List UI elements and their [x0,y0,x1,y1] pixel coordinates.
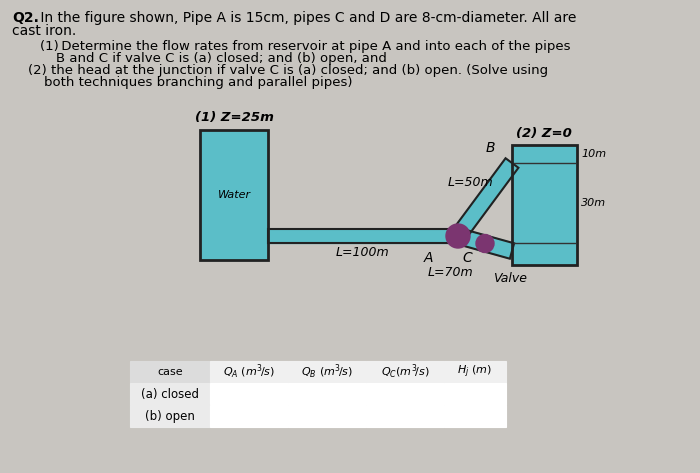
Bar [210,383,288,405]
Text: (a) closed: (a) closed [141,387,199,401]
Text: case: case [158,367,183,377]
Text: In the figure shown, Pipe A is 15cm, pipes C and D are 8-cm-diameter. All are: In the figure shown, Pipe A is 15cm, pip… [36,11,576,25]
Bar [130,361,210,383]
Text: B: B [485,141,495,155]
Bar [288,383,366,405]
Circle shape [446,224,470,248]
Text: $Q_B\ (m^3\!/s)$: $Q_B\ (m^3\!/s)$ [301,363,353,381]
Text: L=50m: L=50m [447,176,493,190]
Bar [200,130,268,260]
Text: C: C [462,252,472,265]
Bar [268,229,456,243]
Bar [512,145,577,265]
Text: $Q_C(m^3\!/s)$: $Q_C(m^3\!/s)$ [381,363,429,381]
Bar [210,361,288,383]
Text: (b) open: (b) open [145,410,195,422]
Polygon shape [456,228,514,259]
Bar [366,405,444,427]
Polygon shape [452,158,519,241]
Text: cast iron.: cast iron. [12,24,76,38]
Text: 30m: 30m [581,198,606,208]
Text: 10m: 10m [581,149,606,159]
Bar [210,405,288,427]
Bar [130,383,210,405]
Bar [366,383,444,405]
Text: $Q_A\ (m^3\!/s)$: $Q_A\ (m^3\!/s)$ [223,363,275,381]
Text: (1) Z=25m: (1) Z=25m [195,111,274,124]
Bar [444,405,506,427]
Circle shape [476,235,494,253]
Bar [200,130,268,260]
Bar [512,145,577,265]
Text: Valve: Valve [493,272,527,284]
Bar [288,361,366,383]
Text: Q2.: Q2. [12,11,39,25]
Bar [366,361,444,383]
Text: Water: Water [218,190,251,200]
Text: L=100m: L=100m [335,246,389,259]
Text: A: A [424,251,433,265]
Text: (1) Determine the flow rates from reservoir at pipe A and into each of the pipes: (1) Determine the flow rates from reserv… [40,40,570,53]
Text: $H_j\ (m)$: $H_j\ (m)$ [458,364,493,380]
Bar [444,361,506,383]
Text: (2) the head at the junction if valve C is (a) closed; and (b) open. (Solve usin: (2) the head at the junction if valve C … [28,64,548,77]
Bar [444,383,506,405]
Text: L=70m: L=70m [427,265,473,279]
Bar [288,405,366,427]
Text: B and C if valve C is (a) closed; and (b) open, and: B and C if valve C is (a) closed; and (b… [56,52,387,65]
Text: both techniques branching and parallel pipes): both techniques branching and parallel p… [44,76,353,89]
Text: (2) Z=0: (2) Z=0 [516,127,572,140]
Bar [268,229,456,243]
Bar [130,405,210,427]
